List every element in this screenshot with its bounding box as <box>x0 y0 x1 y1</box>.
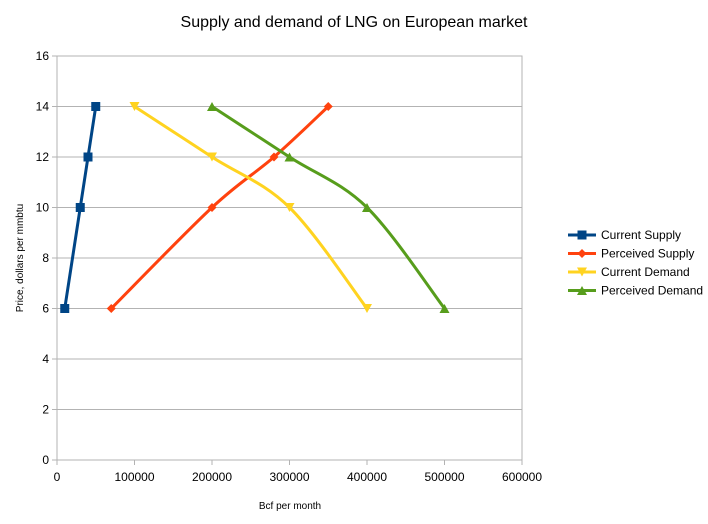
data-point <box>207 152 217 162</box>
legend-marker <box>577 230 587 240</box>
legend-item: Current Supply <box>568 228 681 242</box>
data-point <box>284 152 295 162</box>
data-point <box>60 304 70 313</box>
series-current-demand <box>129 102 372 313</box>
y-axis-label: Price, dollars per mmbtu <box>15 204 26 312</box>
series-group <box>60 102 450 313</box>
y-tick-label: 10 <box>36 201 50 215</box>
x-tick-label: 400000 <box>347 470 387 484</box>
series-line <box>63 106 98 309</box>
data-point <box>207 102 217 111</box>
x-tick-label: 200000 <box>192 470 232 484</box>
data-point <box>362 304 372 313</box>
legend-label: Current Demand <box>601 265 690 279</box>
data-point <box>439 304 450 313</box>
data-point <box>362 203 372 212</box>
data-point <box>284 203 295 212</box>
series-line <box>110 105 330 310</box>
legend-marker <box>577 249 587 258</box>
y-tick-label: 6 <box>42 302 49 316</box>
data-point <box>106 304 116 313</box>
x-tick-label: 500000 <box>424 470 464 484</box>
y-tick-label: 16 <box>36 49 50 63</box>
y-tick-label: 12 <box>36 150 50 164</box>
legend-marker <box>577 286 587 295</box>
legend-label: Current Supply <box>601 228 681 242</box>
y-tick-label: 0 <box>42 453 49 467</box>
legend-item: Perceived Supply <box>568 247 694 261</box>
legend-label: Perceived Supply <box>601 247 694 261</box>
legend-marker <box>577 267 587 277</box>
series-current-supply <box>60 102 101 313</box>
x-tick-label: 600000 <box>502 470 542 484</box>
y-tick-label: 8 <box>42 251 49 265</box>
data-point <box>323 102 333 111</box>
series-perceived-supply <box>106 102 333 313</box>
x-tick-label: 100000 <box>114 470 154 484</box>
grid <box>57 55 522 461</box>
y-tick-label: 2 <box>42 403 49 417</box>
data-point <box>75 203 85 212</box>
legend-item: Current Demand <box>568 265 690 279</box>
legend: Current Supply Perceived Supply Current De… <box>568 228 703 298</box>
series-perceived-demand <box>207 102 450 313</box>
x-axis-label: Bcf per month <box>259 501 321 512</box>
legend-label: Perceived Demand <box>601 284 703 298</box>
data-point <box>207 203 217 212</box>
x-tick-label: 0 <box>54 470 61 484</box>
series-line <box>211 105 446 310</box>
y-tick-label: 14 <box>36 100 50 114</box>
data-point <box>91 102 101 111</box>
y-tick-label: 4 <box>42 352 49 366</box>
data-point <box>129 102 140 111</box>
tick-labels: 0 2 4 6 8 10 12 14 16 0 100000 200000 300000 400000 50… <box>36 49 543 484</box>
data-point <box>269 152 279 162</box>
chart-title: Supply and demand of LNG on European mar… <box>181 14 528 31</box>
series-line <box>133 105 369 310</box>
legend-item: Perceived Demand <box>568 284 703 298</box>
data-point <box>83 152 93 162</box>
x-tick-label: 300000 <box>269 470 309 484</box>
